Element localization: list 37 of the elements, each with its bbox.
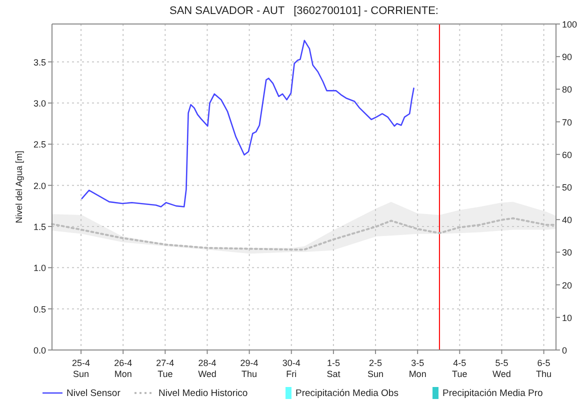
y-tick-label: 2.0 <box>33 180 46 191</box>
x-tick-label: 28-4 Wed <box>198 358 216 379</box>
y-tick-label: 3.0 <box>33 98 46 109</box>
y2-tick-label: 40 <box>562 215 572 226</box>
y2-tick-label: 30 <box>562 248 572 258</box>
legend-label: Precipitación Media Obs <box>296 388 399 399</box>
y-tick-label: 1.0 <box>33 263 46 274</box>
x-tick-label: 5-5 Wed <box>492 358 511 379</box>
y2-tick-label: 10 <box>562 312 572 323</box>
legend-label: Nivel Sensor <box>66 388 120 399</box>
y2-tick-label: 60 <box>562 150 572 160</box>
y-tick-label: 2.5 <box>33 140 46 150</box>
legend-label: Nivel Medio Historico <box>158 388 248 399</box>
y-axis-title: Nivel del Agua [m] <box>14 150 24 224</box>
x-tick-label: 4-5 Tue <box>452 358 468 379</box>
y-tick-label: 3.5 <box>33 57 46 68</box>
y2-tick-label: 80 <box>562 84 572 95</box>
x-tick-label: 3-5 Mon <box>408 358 426 379</box>
x-tick-label: 25-4 Sun <box>72 358 90 379</box>
x-tick-label: 30-4 Fri <box>282 358 300 379</box>
x-tick-label: 1-5 Sat <box>326 358 341 379</box>
y-tick-label: 0.5 <box>33 304 46 314</box>
y2-tick-label: 90 <box>562 52 572 62</box>
x-tick-label: 26-4 Mon <box>114 358 132 379</box>
y2-tick-label: 0 <box>562 346 568 356</box>
x-tick-label: 27-4 Tue <box>156 358 174 379</box>
y2-tick-label: 70 <box>562 117 572 128</box>
y2-tick-label: 20 <box>562 280 572 290</box>
x-tick-label: 6-5 Thu <box>536 358 552 379</box>
x-tick-label: 29-4 Thu <box>240 358 258 379</box>
legend-label: Precipitación Media Pro <box>442 388 543 399</box>
y2-tick-label: 50 <box>562 182 572 192</box>
y-tick-label: 1.5 <box>33 222 46 232</box>
y-tick-label: 0.0 <box>33 346 46 356</box>
x-tick-label: 2-5 Sun <box>368 358 384 379</box>
chart-title: SAN SALVADOR - AUT [3602700101] - CORRIENTE: <box>170 5 438 17</box>
y2-tick-label: 100 <box>562 20 577 30</box>
